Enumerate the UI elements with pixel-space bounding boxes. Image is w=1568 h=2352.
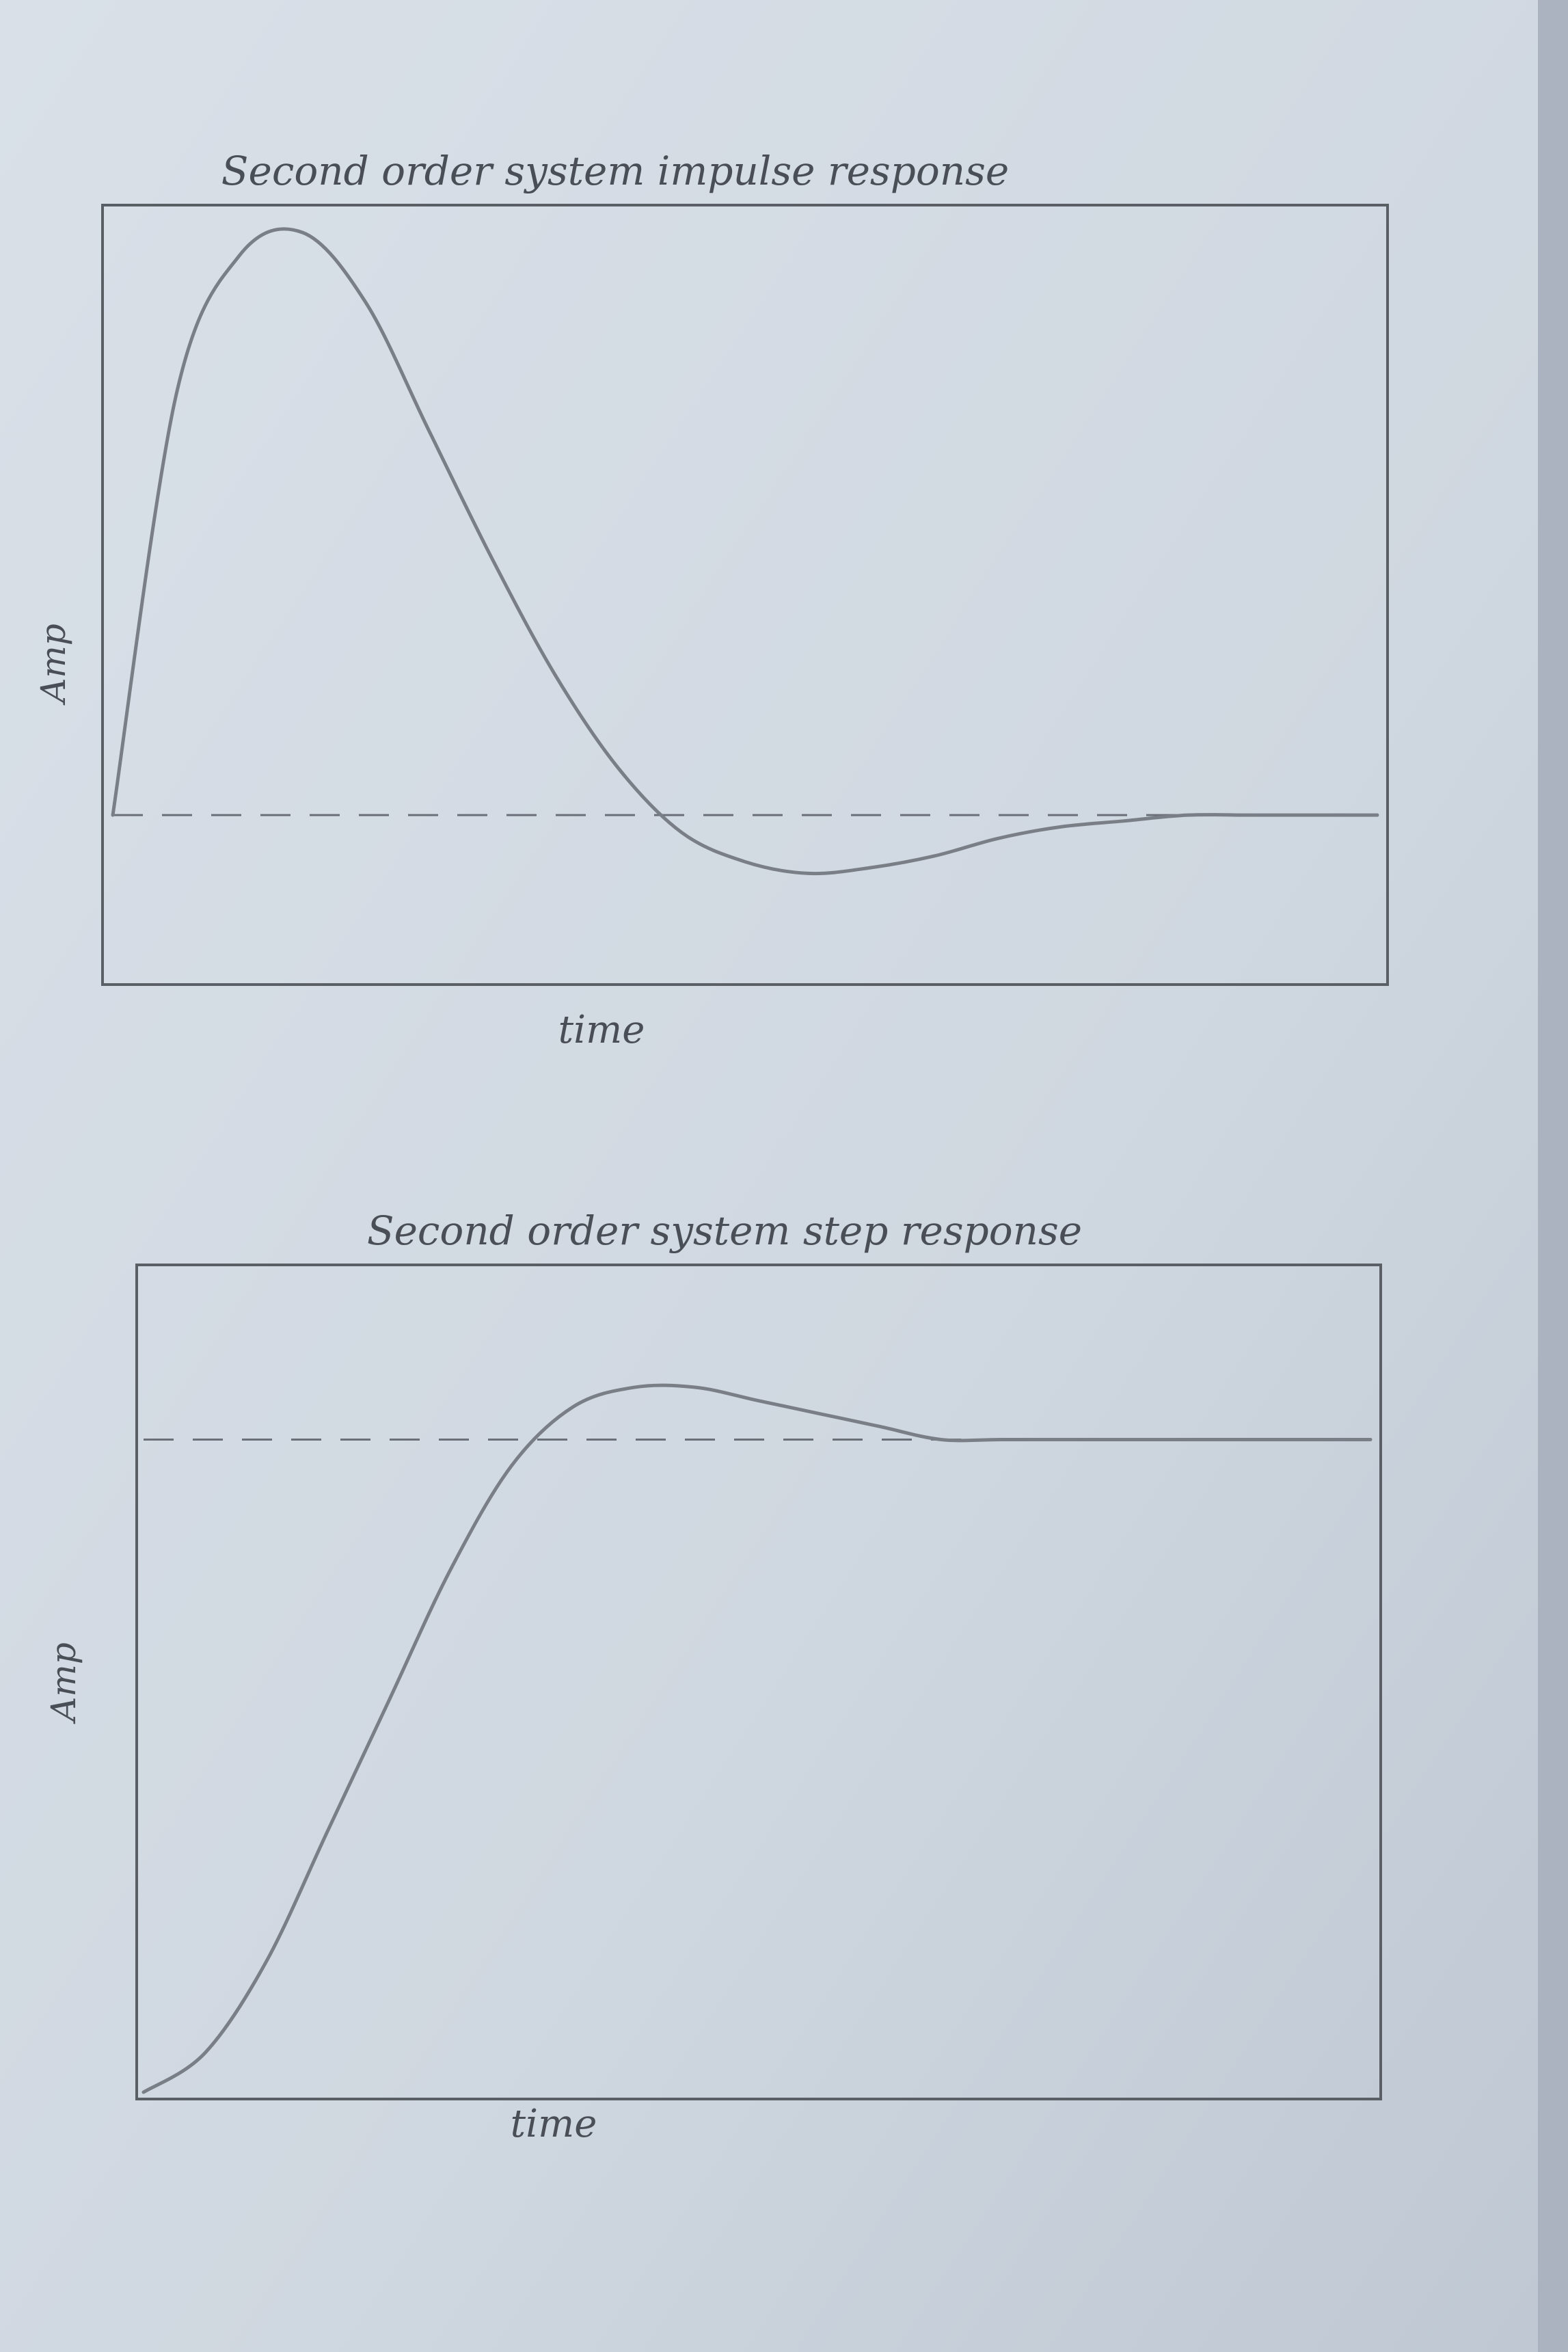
page-edge	[1538, 0, 1568, 2352]
step-chart: Second order system step response time A…	[44, 1207, 1382, 2146]
impulse-chart: Second order system impulse response tim…	[33, 148, 1389, 1052]
impulse-chart-title: Second order system impulse response	[221, 148, 1009, 194]
impulse-series-line	[111, 227, 1379, 876]
step-chart-ylabel: Amp	[44, 1642, 83, 1724]
impulse-chart-xlabel: time	[558, 1008, 645, 1052]
impulse-chart-ylabel: Amp	[33, 624, 73, 706]
step-plot-frame	[135, 1264, 1382, 2100]
impulse-plot-frame	[101, 204, 1389, 986]
step-chart-xlabel: time	[511, 2102, 597, 2146]
step-chart-title: Second order system step response	[367, 1207, 1082, 1254]
step-series-line	[141, 1383, 1373, 2094]
